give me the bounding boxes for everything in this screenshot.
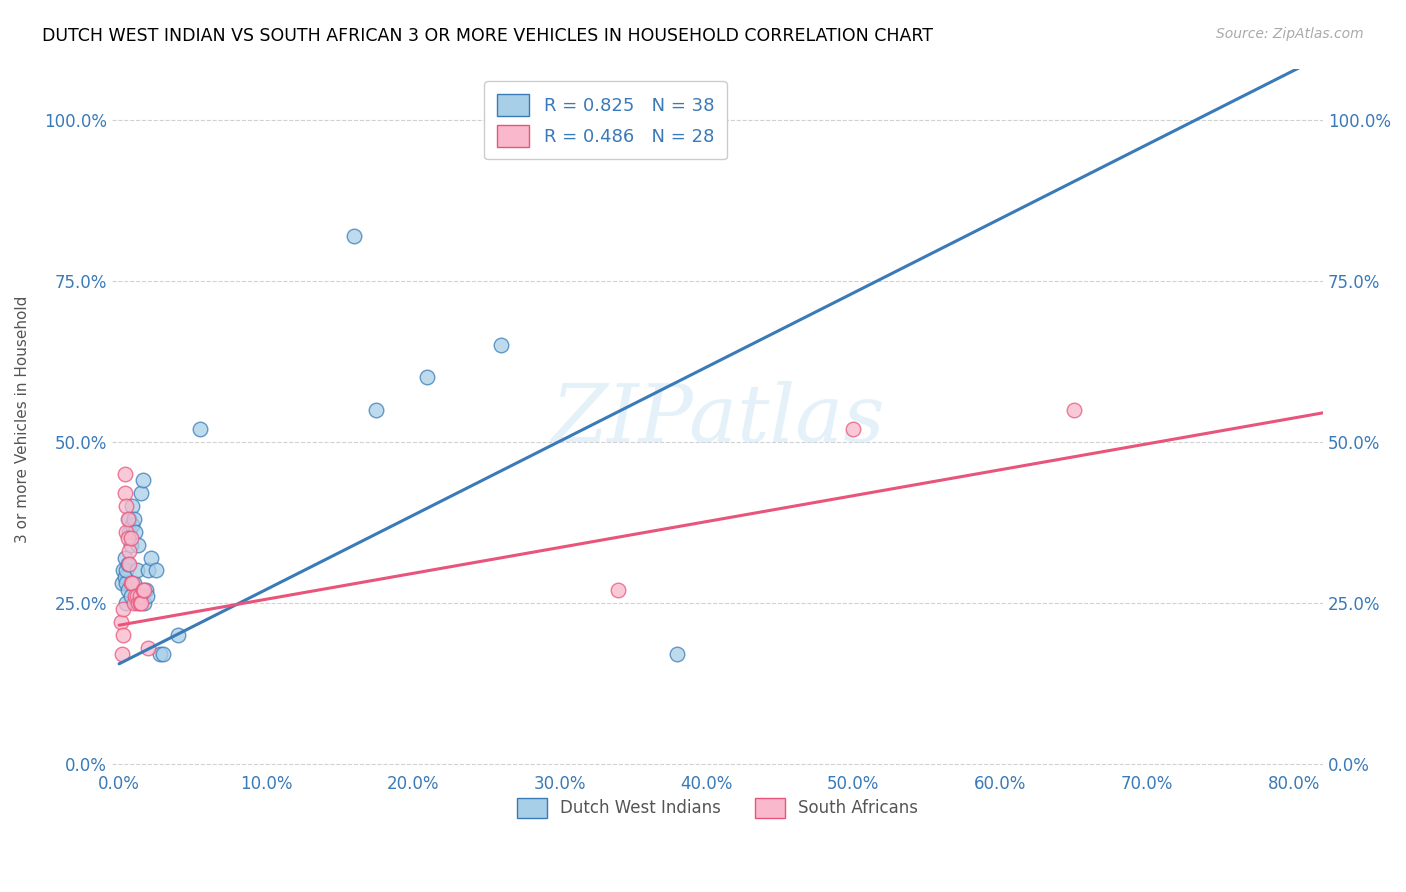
Point: [666, 647, 689, 661]
Point: [117, 531, 139, 545]
Point: [131, 582, 153, 597]
Point: [118, 544, 141, 558]
Point: [117, 557, 139, 571]
Point: [128, 589, 150, 603]
Point: [188, 422, 211, 436]
Point: [111, 647, 134, 661]
Point: [115, 524, 138, 539]
Point: [132, 582, 155, 597]
Point: [117, 582, 139, 597]
Point: [131, 474, 153, 488]
Point: [112, 564, 135, 578]
Point: [132, 596, 155, 610]
Text: ZIPatlas: ZIPatlas: [551, 381, 884, 458]
Point: [145, 564, 167, 578]
Point: [122, 596, 145, 610]
Point: [120, 589, 142, 603]
Point: [122, 512, 145, 526]
Point: [343, 228, 366, 243]
Point: [114, 486, 136, 500]
Point: [110, 615, 132, 629]
Point: [505, 113, 527, 128]
Point: [128, 596, 150, 610]
Point: [117, 512, 139, 526]
Point: [129, 486, 152, 500]
Point: [416, 370, 439, 384]
Text: DUTCH WEST INDIAN VS SOUTH AFRICAN 3 OR MORE VEHICLES IN HOUSEHOLD CORRELATION C: DUTCH WEST INDIAN VS SOUTH AFRICAN 3 OR …: [42, 27, 934, 45]
Point: [121, 576, 143, 591]
Point: [124, 524, 146, 539]
Text: Source: ZipAtlas.com: Source: ZipAtlas.com: [1216, 27, 1364, 41]
Point: [118, 512, 141, 526]
Point: [115, 596, 138, 610]
Point: [122, 576, 145, 591]
Point: [149, 647, 172, 661]
Point: [115, 499, 138, 513]
Point: [136, 589, 159, 603]
Point: [138, 640, 160, 655]
Point: [1063, 402, 1085, 417]
Point: [120, 576, 142, 591]
Point: [114, 550, 136, 565]
Point: [120, 531, 142, 545]
Point: [112, 602, 135, 616]
Point: [115, 564, 138, 578]
Point: [607, 582, 630, 597]
Point: [129, 596, 152, 610]
Point: [842, 422, 865, 436]
Y-axis label: 3 or more Vehicles in Household: 3 or more Vehicles in Household: [15, 295, 30, 543]
Point: [364, 402, 387, 417]
Point: [114, 467, 136, 481]
Point: [112, 628, 135, 642]
Point: [127, 538, 149, 552]
Point: [121, 499, 143, 513]
Point: [118, 557, 141, 571]
Point: [114, 570, 136, 584]
Point: [141, 550, 163, 565]
Point: [166, 628, 188, 642]
Point: [489, 338, 512, 352]
Point: [125, 564, 148, 578]
Point: [152, 647, 174, 661]
Point: [124, 589, 146, 603]
Point: [127, 596, 149, 610]
Point: [120, 538, 142, 552]
Point: [118, 524, 141, 539]
Legend: Dutch West Indians, South Africans: Dutch West Indians, South Africans: [510, 791, 925, 825]
Point: [135, 582, 157, 597]
Point: [111, 576, 134, 591]
Point: [125, 589, 148, 603]
Point: [115, 576, 138, 591]
Point: [138, 564, 160, 578]
Point: [121, 518, 143, 533]
